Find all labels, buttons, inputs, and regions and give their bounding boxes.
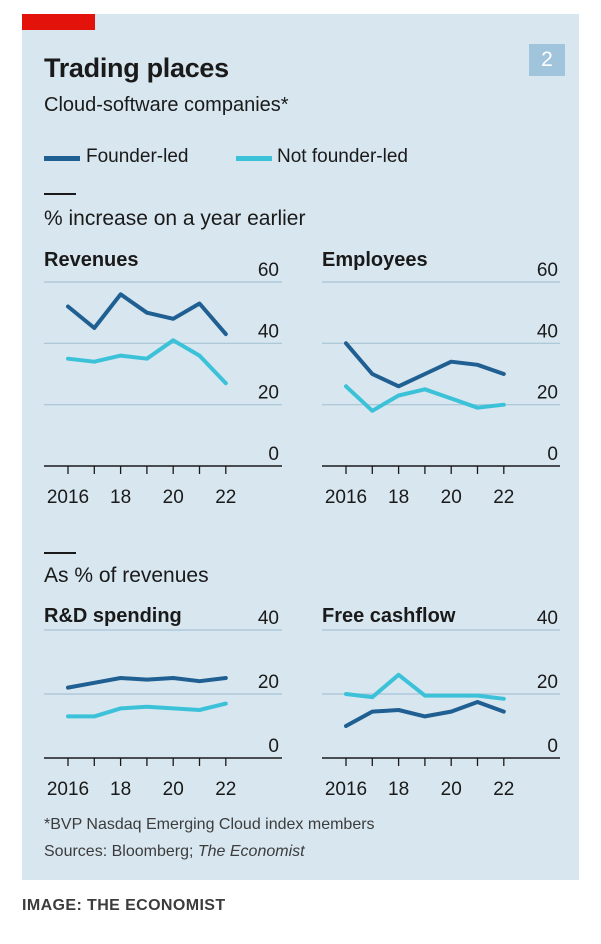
panel-title-free-cashflow: Free cashflow <box>322 605 456 627</box>
series-line-not-founder-led <box>344 672 506 701</box>
section-heading-increase: % increase on a year earlier <box>44 207 306 230</box>
series-line-founder-led <box>66 292 228 337</box>
x-tick-label: 20 <box>163 487 184 508</box>
footnote: *BVP Nasdaq Emerging Cloud index members <box>44 816 375 833</box>
y-tick-label: 60 <box>537 260 558 281</box>
x-tick-label: 22 <box>493 779 514 800</box>
panel-title-revenues: Revenues <box>44 249 139 271</box>
legend-label-founder-led: Founder-led <box>86 146 189 167</box>
x-tick-label: 18 <box>110 779 131 800</box>
y-tick-label: 20 <box>258 383 279 404</box>
x-tick-label: 2016 <box>47 487 89 508</box>
sources: Sources: Bloomberg; The Economist <box>44 843 305 861</box>
x-tick-label: 20 <box>441 487 462 508</box>
series-line-founder-led <box>344 700 506 728</box>
y-tick-label: 20 <box>537 383 558 404</box>
section-heading-share-of-revenues: As % of revenues <box>44 564 209 587</box>
legend-label-not-founder-led: Not founder-led <box>277 146 408 167</box>
series-line-not-founder-led <box>66 338 228 386</box>
chart-number-badge: 2 <box>529 44 565 76</box>
y-tick-label: 0 <box>268 736 279 757</box>
x-tick-label: 2016 <box>325 779 367 800</box>
x-tick-label: 22 <box>493 487 514 508</box>
chart-title: Trading places <box>44 53 229 83</box>
series-line-not-founder-led <box>66 701 228 719</box>
y-tick-label: 40 <box>537 608 558 629</box>
y-tick-label: 0 <box>268 444 279 465</box>
section-rule <box>44 552 76 554</box>
x-tick-label: 18 <box>388 487 409 508</box>
chart-card <box>22 14 579 880</box>
sources-prefix: Sources: Bloomberg; <box>44 843 198 860</box>
y-tick-label: 60 <box>258 260 279 281</box>
y-tick-label: 40 <box>537 321 558 342</box>
image-credit: IMAGE: THE ECONOMIST <box>22 897 226 914</box>
legend-swatch-not-founder-led <box>236 156 272 161</box>
y-tick-label: 40 <box>258 608 279 629</box>
y-tick-label: 0 <box>547 444 558 465</box>
series-line-founder-led <box>66 676 228 690</box>
x-tick-label: 22 <box>215 487 236 508</box>
sources-italic: The Economist <box>197 843 305 860</box>
x-tick-label: 22 <box>215 779 236 800</box>
legend-swatch-founder-led <box>44 156 80 161</box>
y-tick-label: 40 <box>258 321 279 342</box>
x-tick-label: 18 <box>388 779 409 800</box>
y-tick-label: 20 <box>258 672 279 693</box>
panel-title-rd-spending: R&D spending <box>44 605 182 627</box>
section-rule <box>44 193 76 195</box>
x-tick-label: 2016 <box>47 779 89 800</box>
chart-subtitle: Cloud-software companies* <box>44 94 289 116</box>
x-tick-label: 20 <box>163 779 184 800</box>
panel-title-employees: Employees <box>322 249 428 271</box>
brand-red-tag <box>22 14 95 30</box>
series-line-founder-led <box>344 341 506 389</box>
y-tick-label: 20 <box>537 672 558 693</box>
series-line-not-founder-led <box>344 384 506 413</box>
x-tick-label: 18 <box>110 487 131 508</box>
x-tick-label: 2016 <box>325 487 367 508</box>
x-tick-label: 20 <box>441 779 462 800</box>
y-tick-label: 0 <box>547 736 558 757</box>
